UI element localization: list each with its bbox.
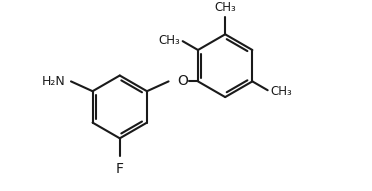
Text: CH₃: CH₃ — [270, 85, 292, 98]
Text: CH₃: CH₃ — [214, 1, 236, 14]
Text: O: O — [177, 74, 188, 88]
Text: CH₃: CH₃ — [158, 34, 180, 47]
Text: F: F — [116, 162, 124, 176]
Text: H₂N: H₂N — [41, 75, 65, 88]
